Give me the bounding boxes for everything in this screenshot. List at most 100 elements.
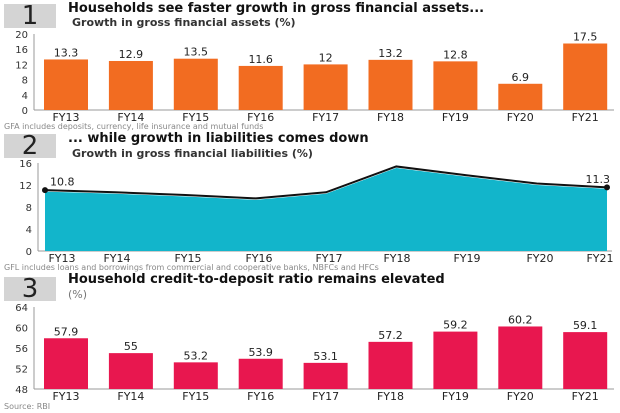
panel-2-chart: 0 4 8 12 16 FY13 FY14 FY15 FY16 FY17 FY18 FY19 FY20 F… bbox=[19, 159, 613, 265]
panel-2-subtitle: Growth in gross financial liabilities (%… bbox=[72, 147, 313, 160]
x-tick-label: FY19 bbox=[442, 111, 469, 124]
bar bbox=[238, 358, 283, 389]
x-tick-label: FY21 bbox=[572, 111, 599, 124]
bar bbox=[173, 58, 218, 110]
data-label: 11.3 bbox=[586, 173, 611, 186]
data-label: 10.8 bbox=[50, 176, 75, 189]
panel-3-title: Household credit-to-deposit ratio remain… bbox=[68, 272, 445, 287]
bar bbox=[303, 362, 348, 389]
panel-3-subtitle: (%) bbox=[68, 288, 88, 301]
x-tick-label: FY13 bbox=[52, 390, 79, 403]
x-tick-label: FY17 bbox=[312, 390, 339, 403]
data-label: 12.9 bbox=[119, 48, 144, 61]
x-tick-label: FY14 bbox=[117, 111, 144, 124]
panel-1-number: 1 bbox=[4, 3, 56, 29]
x-tick-label: FY18 bbox=[377, 390, 404, 403]
panel-1-note: GFA includes deposits, currency, life in… bbox=[4, 122, 264, 131]
y-tick-label: 4 bbox=[26, 225, 32, 236]
bar bbox=[498, 326, 543, 389]
data-label: 12.8 bbox=[443, 48, 468, 61]
x-tick-label: FY18 bbox=[383, 252, 410, 265]
data-label: 13.3 bbox=[54, 46, 79, 59]
data-label: 57.9 bbox=[54, 325, 79, 338]
data-label: 60.2 bbox=[508, 313, 533, 326]
y-tick-label: 56 bbox=[15, 344, 28, 355]
y-tick-label: 8 bbox=[22, 76, 28, 87]
data-label: 53.2 bbox=[184, 349, 209, 362]
x-tick-label: FY19 bbox=[453, 252, 480, 265]
bar bbox=[108, 60, 153, 110]
y-tick-label: 12 bbox=[15, 60, 28, 71]
x-tick-label: FY20 bbox=[507, 390, 534, 403]
series-line bbox=[44, 165, 608, 200]
bar bbox=[368, 341, 413, 389]
data-point bbox=[604, 184, 610, 191]
x-tick-label: FY16 bbox=[247, 390, 274, 403]
x-tick-label: FY19 bbox=[442, 390, 469, 403]
data-label: 59.2 bbox=[443, 319, 468, 332]
panel-1-subtitle: Growth in gross financial assets (%) bbox=[72, 16, 296, 29]
data-label: 57.2 bbox=[378, 329, 403, 342]
y-tick-label: 8 bbox=[26, 203, 32, 214]
data-label: 11.6 bbox=[248, 53, 273, 66]
panel-2-number: 2 bbox=[4, 133, 56, 159]
x-tick-label: FY21 bbox=[572, 390, 599, 403]
x-tick-label: FY15 bbox=[174, 252, 201, 265]
y-tick-label: 60 bbox=[15, 324, 28, 335]
y-tick-label: 52 bbox=[15, 365, 28, 376]
x-tick-label: FY16 bbox=[245, 252, 272, 265]
x-tick-label: FY14 bbox=[103, 252, 130, 265]
data-label: 12 bbox=[319, 51, 333, 64]
bar bbox=[173, 362, 218, 389]
data-label: 55 bbox=[124, 340, 138, 353]
data-label: 59.1 bbox=[573, 319, 598, 332]
data-label: 6.9 bbox=[512, 71, 530, 84]
bar bbox=[368, 59, 413, 110]
panel-2-note: GFL includes loans and borrowings from c… bbox=[4, 263, 379, 272]
x-tick-label: FY16 bbox=[247, 111, 274, 124]
x-tick-label: FY20 bbox=[507, 111, 534, 124]
source-note: Source: RBI bbox=[4, 402, 51, 411]
bar bbox=[563, 332, 608, 389]
x-tick-label: FY17 bbox=[312, 111, 339, 124]
panel-2-title: ... while growth in liabilities comes do… bbox=[68, 131, 369, 146]
x-tick-label: FY15 bbox=[182, 390, 209, 403]
y-tick-label: 0 bbox=[26, 247, 32, 258]
data-label: 53.9 bbox=[248, 346, 273, 359]
data-label: 13.2 bbox=[378, 47, 403, 60]
y-tick-label: 16 bbox=[15, 45, 28, 56]
bar bbox=[238, 65, 283, 110]
x-tick-label: FY13 bbox=[48, 252, 75, 265]
x-tick-label: FY15 bbox=[182, 111, 209, 124]
bar bbox=[433, 331, 478, 389]
data-label: 17.5 bbox=[573, 31, 598, 44]
data-label: 53.1 bbox=[313, 350, 338, 363]
y-tick-label: 12 bbox=[19, 181, 32, 192]
y-tick-label: 4 bbox=[22, 91, 28, 102]
bar bbox=[498, 83, 543, 110]
bar bbox=[563, 43, 608, 110]
panel-1-title: Households see faster growth in gross fi… bbox=[68, 1, 485, 16]
bar bbox=[303, 64, 348, 110]
panel-3-number: 3 bbox=[4, 276, 56, 302]
x-tick-label: FY20 bbox=[526, 252, 553, 265]
y-tick-label: 0 bbox=[22, 106, 28, 117]
panel-1-chart: 0 4 8 12 16 20 FY13 FY14 FY15 FY16 FY17 FY18 FY19 FY2… bbox=[15, 30, 614, 124]
bar bbox=[108, 353, 153, 389]
x-tick-label: FY13 bbox=[52, 111, 79, 124]
x-tick-label: FY21 bbox=[586, 252, 613, 265]
area-fill bbox=[45, 167, 607, 251]
data-point bbox=[42, 187, 48, 194]
bar bbox=[44, 59, 88, 110]
bar bbox=[44, 338, 88, 389]
x-tick-label: FY14 bbox=[117, 390, 144, 403]
x-tick-label: FY18 bbox=[377, 111, 404, 124]
y-tick-label: 16 bbox=[19, 159, 32, 170]
y-tick-label: 20 bbox=[15, 30, 28, 41]
y-tick-label: 64 bbox=[15, 303, 28, 314]
data-label: 13.5 bbox=[184, 46, 209, 59]
x-tick-label: FY17 bbox=[315, 252, 342, 265]
bar bbox=[433, 61, 478, 110]
